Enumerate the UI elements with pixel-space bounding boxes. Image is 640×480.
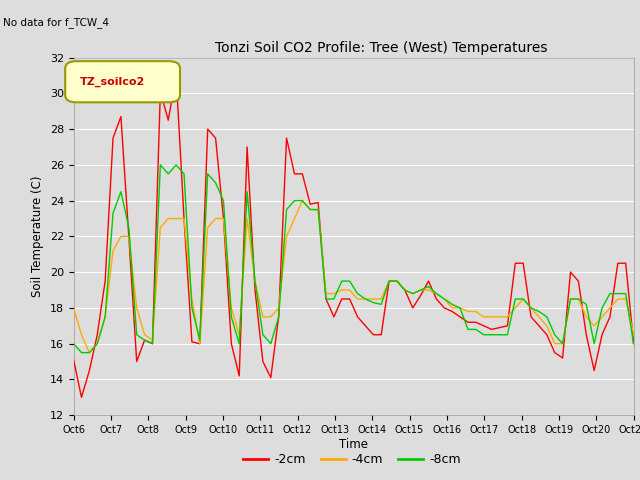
Legend: -2cm, -4cm, -8cm: -2cm, -4cm, -8cm: [238, 448, 466, 471]
Text: TZ_soilco2: TZ_soilco2: [81, 77, 145, 87]
FancyBboxPatch shape: [65, 61, 180, 102]
X-axis label: Time: Time: [339, 438, 368, 451]
Y-axis label: Soil Temperature (C): Soil Temperature (C): [31, 176, 44, 297]
Text: No data for f_TCW_4: No data for f_TCW_4: [3, 17, 109, 28]
Title: Tonzi Soil CO2 Profile: Tree (West) Temperatures: Tonzi Soil CO2 Profile: Tree (West) Temp…: [215, 41, 548, 55]
